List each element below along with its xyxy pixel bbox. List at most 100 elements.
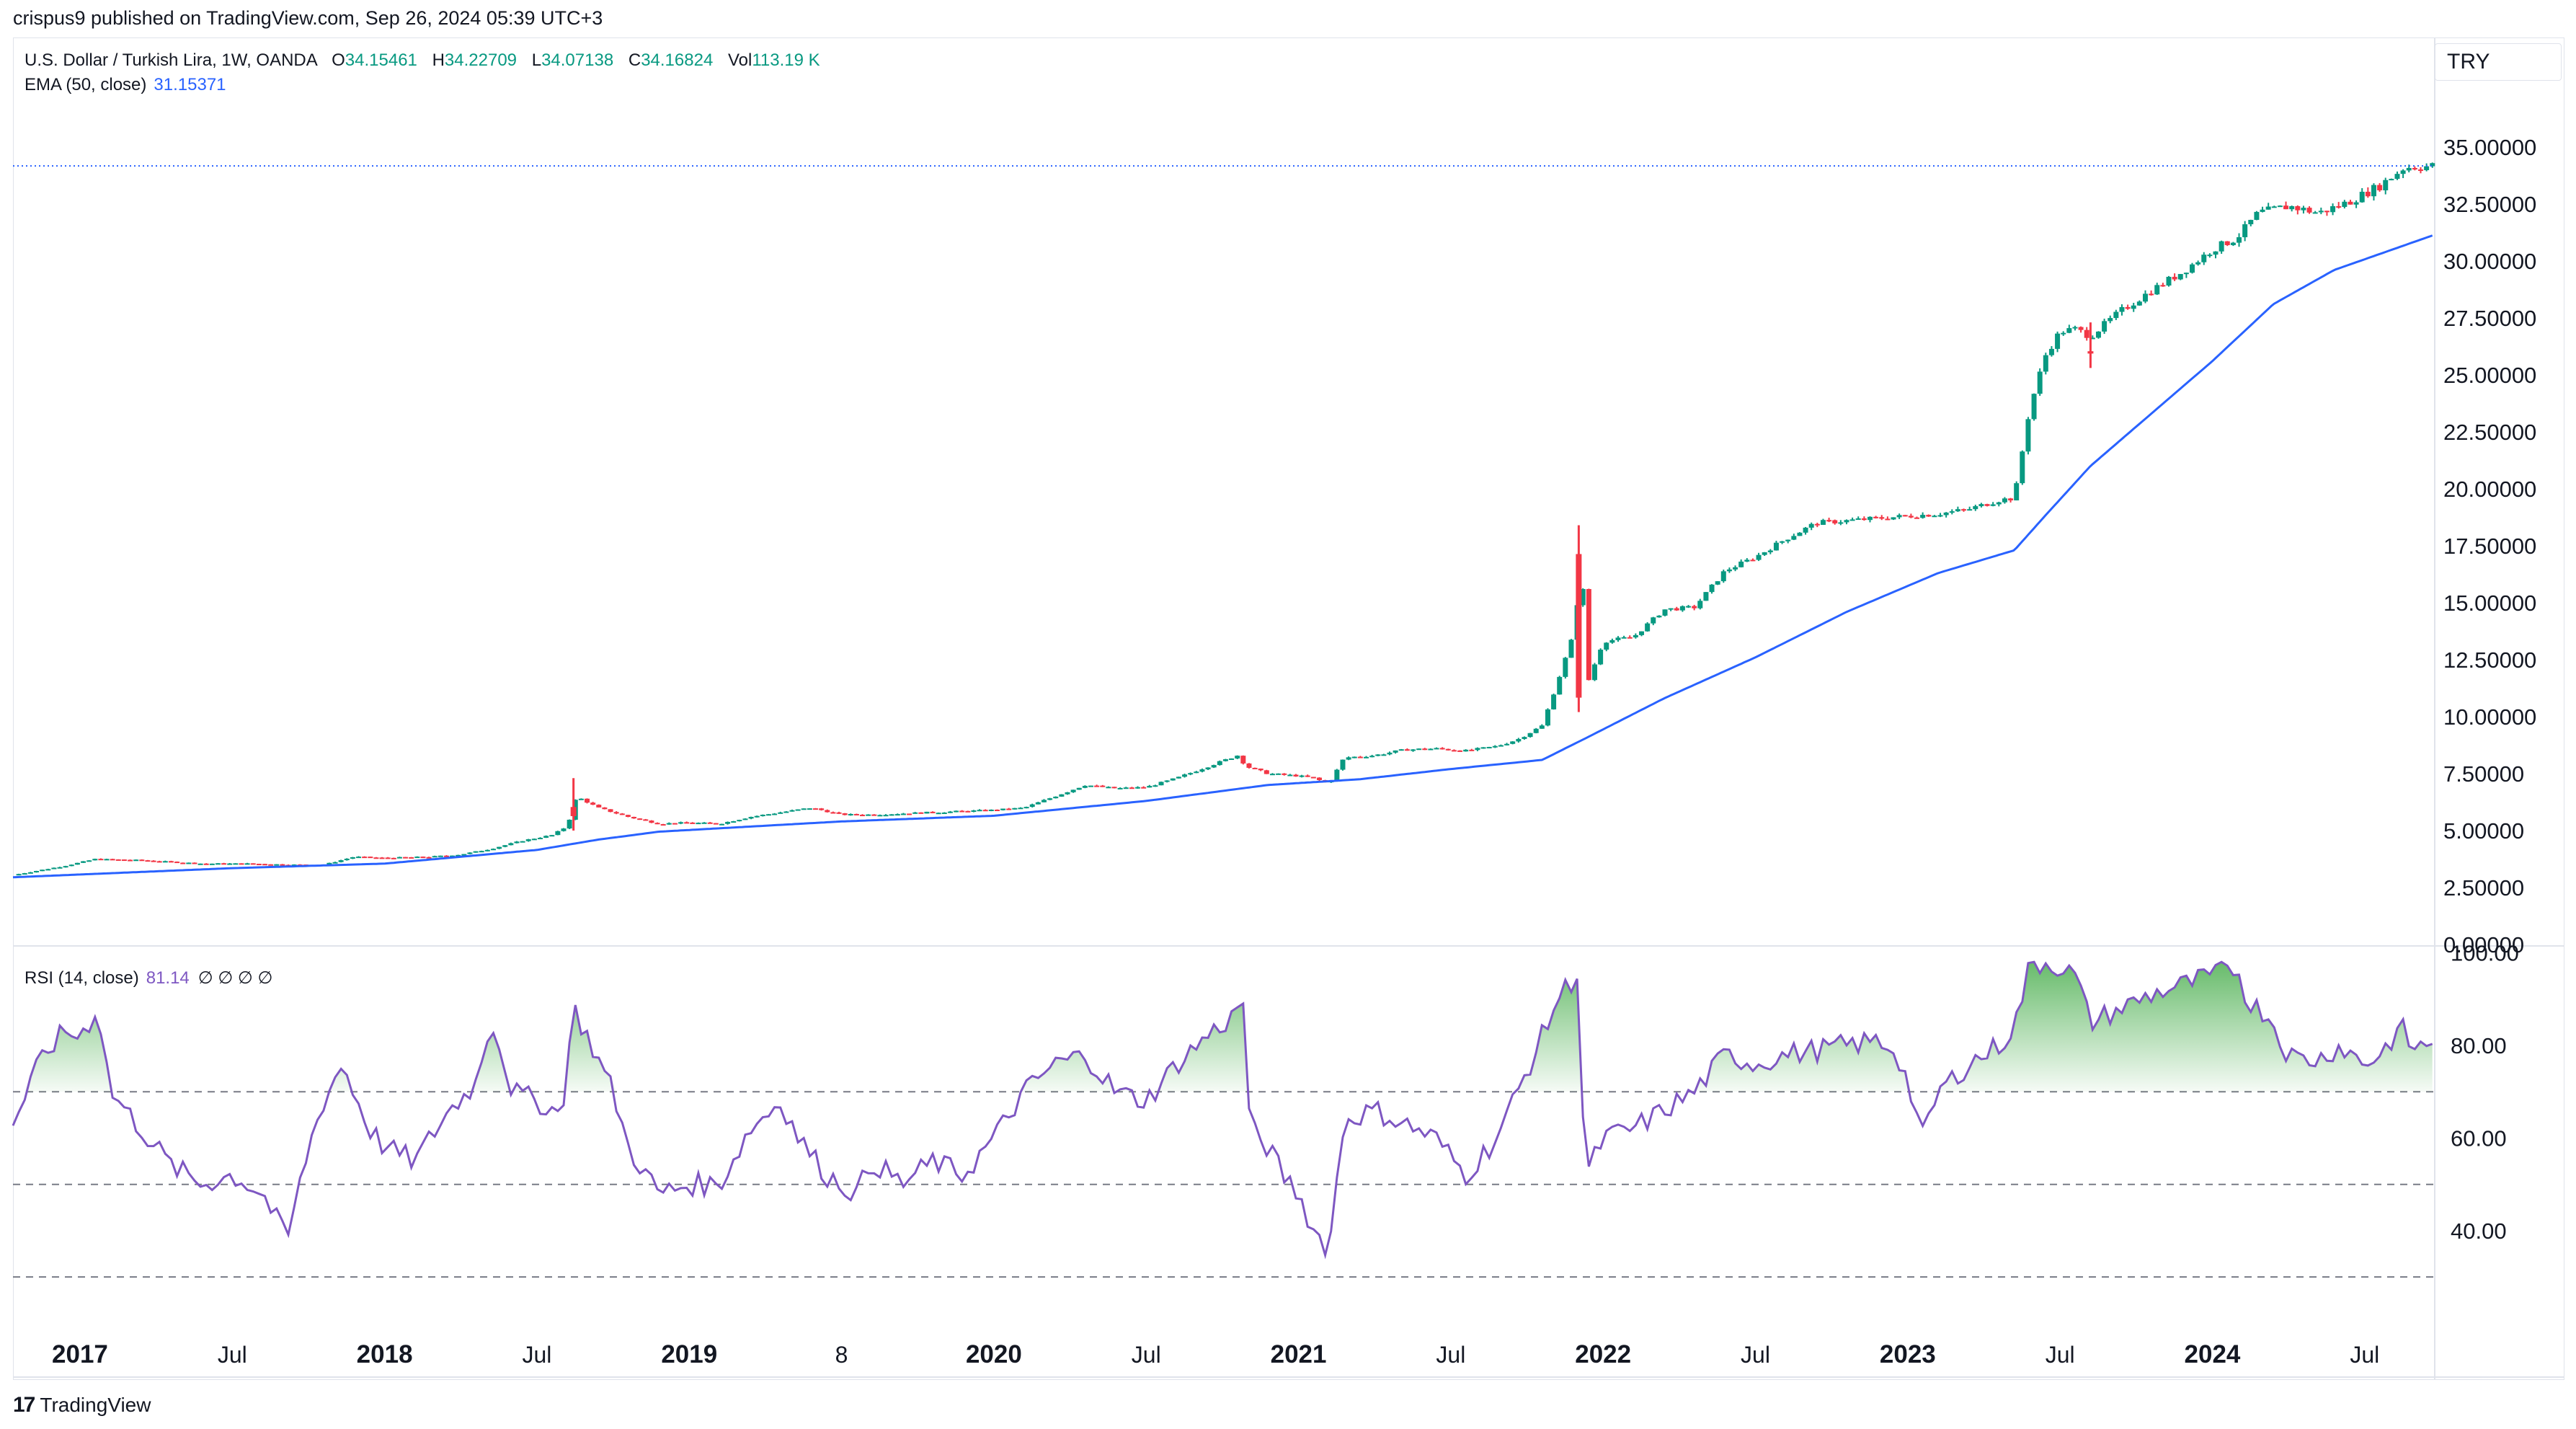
candle-body <box>2160 285 2166 287</box>
candle-body <box>2348 201 2353 205</box>
time-tick-label: 2019 <box>661 1340 717 1368</box>
candle-body <box>1949 511 1955 513</box>
candle-body <box>1978 504 1984 507</box>
candle-body <box>719 823 724 826</box>
candle-body <box>1170 778 1176 781</box>
candle-body <box>613 812 619 814</box>
candle-body <box>1510 741 1516 744</box>
candle-body <box>262 864 267 866</box>
candle-body <box>1023 807 1029 809</box>
candle-body <box>450 855 456 857</box>
candle-body <box>409 857 414 859</box>
candle-body <box>684 822 690 824</box>
candle-body <box>2336 205 2342 208</box>
candle-body <box>853 813 859 815</box>
candle-body <box>74 862 80 865</box>
time-tick-label: 2017 <box>52 1340 108 1368</box>
candle-body <box>2177 274 2183 280</box>
candle-body <box>414 857 420 859</box>
candle-body <box>432 856 438 858</box>
candle-body <box>907 813 912 815</box>
currency-selector[interactable]: TRY <box>2435 43 2562 81</box>
candle-body <box>233 863 239 865</box>
candle-body <box>1029 804 1035 808</box>
candle-body <box>1111 787 1117 789</box>
candle-body <box>1065 792 1070 795</box>
candle-body <box>1733 567 1738 570</box>
candle-body <box>81 861 86 863</box>
price-tick-label: 17.50000 <box>2443 534 2536 559</box>
candle-body <box>1908 516 1914 518</box>
time-tick-label: Jul <box>1132 1342 1161 1368</box>
candle-body <box>1867 516 1873 521</box>
candle-body <box>2172 276 2177 280</box>
candle-body <box>514 841 520 844</box>
candle-body <box>1235 756 1240 759</box>
candle-body <box>1891 517 1896 520</box>
candle-body <box>812 808 818 810</box>
candle-body <box>1199 769 1205 772</box>
price-tick-label: 10.00000 <box>2443 704 2536 730</box>
candle-body <box>778 812 783 814</box>
candle-body <box>1282 773 1287 775</box>
candle-body <box>1703 592 1709 601</box>
candle-body <box>783 811 789 813</box>
candle-body <box>1082 785 1088 788</box>
candle-body <box>1357 756 1363 758</box>
time-tick-label: Jul <box>1436 1342 1465 1368</box>
ema-label[interactable]: EMA (50, close) <box>25 75 147 94</box>
candle-body <box>2025 419 2031 452</box>
candle-body <box>2424 166 2430 171</box>
candle-body <box>1053 796 1059 799</box>
candle-body <box>1533 728 1539 733</box>
candle-body <box>2190 264 2195 273</box>
candle-body <box>1310 777 1316 779</box>
candle-body <box>1896 515 1902 518</box>
candle-body <box>2207 255 2213 257</box>
price-tick-label: 5.00000 <box>2443 818 2524 844</box>
candle-body <box>197 863 203 865</box>
candle-spike-body <box>570 807 577 816</box>
time-tick-label: Jul <box>1741 1342 1770 1368</box>
candle-body <box>789 810 795 812</box>
footer-brand: TradingView <box>40 1394 151 1416</box>
rsi-label[interactable]: RSI (14, close) <box>25 968 139 988</box>
candle-body <box>2389 179 2394 181</box>
volume-value: 113.19 K <box>752 50 820 70</box>
candle-body <box>110 859 115 861</box>
symbol-name[interactable]: U.S. Dollar / Turkish Lira, 1W, OANDA <box>25 50 317 70</box>
candle-body <box>2084 329 2089 338</box>
candle-body <box>2154 285 2160 295</box>
candle-body <box>1364 756 1369 758</box>
candle-body <box>2102 321 2108 332</box>
candle-body <box>971 810 977 812</box>
low-label: L <box>531 50 542 70</box>
candle-body <box>1346 757 1351 760</box>
candle-body <box>1797 532 1803 536</box>
close-label: C <box>628 50 641 70</box>
candle-body <box>672 823 678 825</box>
candle-body <box>92 859 98 861</box>
candle-body <box>1486 746 1492 748</box>
time-tick-label: 2022 <box>1575 1340 1631 1368</box>
price-tick-label: 22.50000 <box>2443 420 2536 445</box>
candle-body <box>461 854 467 856</box>
candle-body <box>608 809 613 813</box>
candle-body <box>2330 205 2336 213</box>
candle-body <box>1158 782 1164 786</box>
candle-body <box>1838 522 1844 524</box>
candle-body <box>707 822 713 824</box>
candle-body <box>2166 276 2172 286</box>
candle-body <box>866 814 871 816</box>
candle-body <box>2014 483 2020 501</box>
candle-body <box>549 835 555 837</box>
candle-body <box>2072 327 2078 329</box>
candle-body <box>2213 251 2219 255</box>
candle-body <box>250 863 256 865</box>
time-tick-label: Jul <box>522 1342 551 1368</box>
candle-body <box>368 857 373 859</box>
candle-body <box>1240 756 1246 764</box>
candle-body <box>403 857 409 859</box>
candle-body <box>1035 802 1041 805</box>
